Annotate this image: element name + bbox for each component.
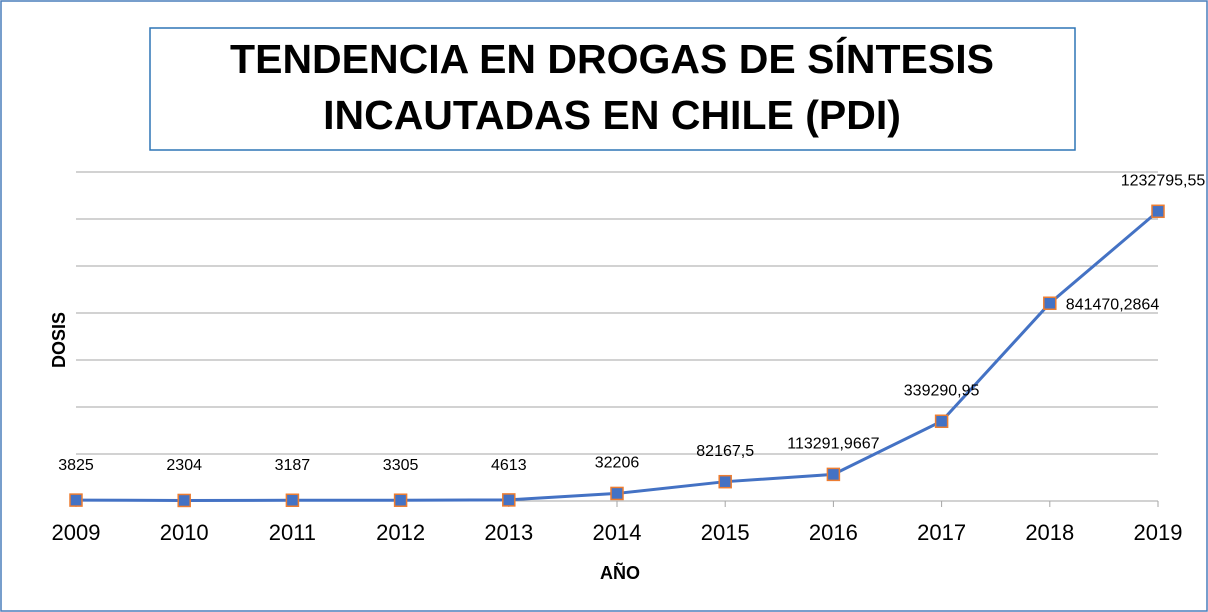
x-tick-label: 2010 [160,520,209,545]
data-label: 3305 [383,457,419,474]
marker [826,467,841,482]
data-label: 2304 [166,457,202,474]
x-tick-label: 2009 [52,520,101,545]
data-label: 113291,9667 [787,436,879,453]
marker [393,493,408,507]
x-tick-label: 2018 [1025,520,1074,545]
chart-title: INCAUTADAS EN CHILE (PDI) [323,92,901,138]
chart-title: TENDENCIA EN DROGAS DE SÍNTESIS [230,36,994,82]
marker [1151,204,1165,219]
y-axis-title: DOSIS [49,312,69,368]
x-tick-label: 2013 [484,520,533,545]
marker [502,493,516,507]
marker [285,493,300,508]
data-label: 32206 [595,455,640,472]
data-label: 82167,5 [696,443,754,460]
title-box [149,27,1076,151]
marker [177,493,191,508]
data-label: 4613 [491,457,527,474]
data-label: 1232795,55 [1121,173,1206,190]
x-tick-label: 2011 [269,520,316,545]
marker [610,486,624,501]
x-tick-label: 2019 [1134,520,1183,545]
x-tick-label: 2015 [701,520,750,545]
data-label: 3825 [58,457,94,474]
x-tick-label: 2012 [376,520,425,545]
marker [69,493,83,507]
x-tick-label: 2017 [917,520,966,545]
marker [1043,296,1057,311]
data-label: 841470,2864 [1066,296,1160,313]
x-tick-label: 2014 [593,520,642,545]
marker [934,414,949,429]
marker [718,474,732,489]
x-axis-title: AÑO [600,562,640,583]
data-label: 3187 [275,457,311,474]
x-tick-label: 2016 [809,520,858,545]
data-label: 339290,95 [904,382,980,399]
